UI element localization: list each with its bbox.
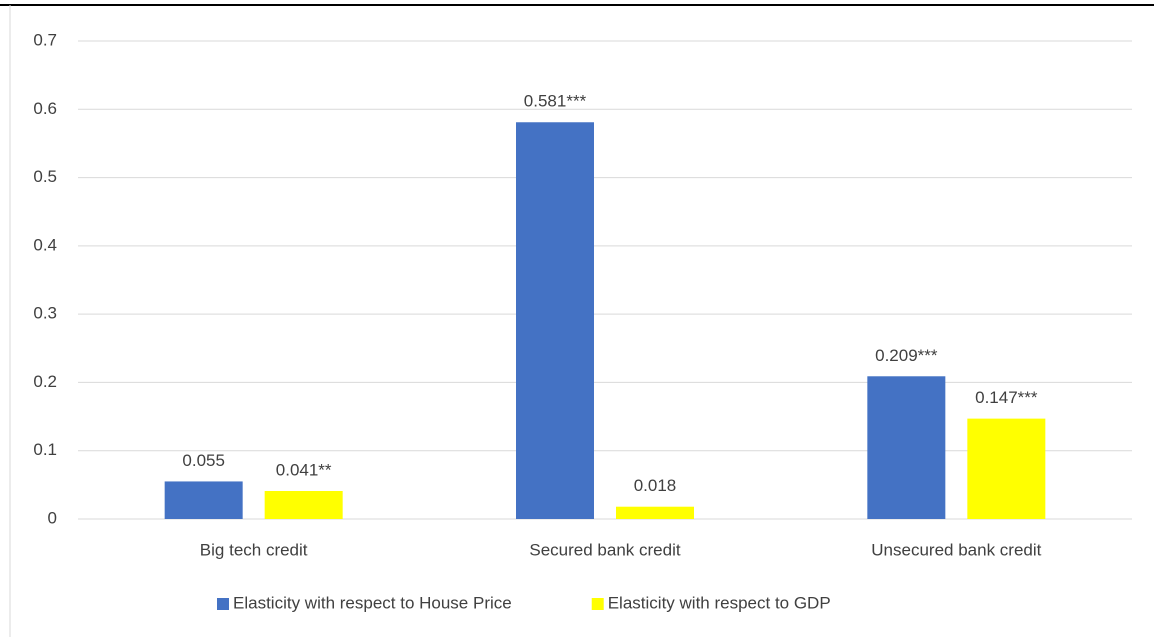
value-label: 0.041** — [276, 460, 332, 479]
y-tick-label: 0.6 — [33, 99, 57, 118]
value-label: 0.581*** — [524, 92, 587, 111]
legend-label: Elasticity with respect to House Price — [233, 593, 512, 612]
y-tick-label: 0.7 — [33, 30, 57, 49]
bar — [867, 376, 946, 519]
value-label: 0.018 — [634, 476, 677, 495]
y-tick-label: 0.3 — [33, 304, 57, 323]
y-tick-label: 0.4 — [33, 235, 57, 254]
value-label: 0.055 — [182, 451, 225, 470]
bar — [616, 506, 694, 519]
y-tick-label: 0.1 — [33, 440, 57, 459]
value-label: 0.209*** — [875, 346, 938, 365]
x-tick-label: Unsecured bank credit — [871, 540, 1041, 559]
legend-swatch — [591, 598, 604, 610]
x-tick-label: Big tech credit — [200, 540, 308, 559]
bar — [967, 418, 1046, 519]
legend-swatch — [217, 598, 229, 610]
bar — [264, 491, 343, 519]
legend-label: Elasticity with respect to GDP — [608, 593, 831, 612]
bar — [164, 481, 243, 519]
value-label: 0.147*** — [975, 388, 1038, 407]
x-tick-label: Secured bank credit — [529, 540, 680, 559]
y-tick-label: 0 — [48, 508, 57, 527]
y-tick-label: 0.2 — [33, 372, 57, 391]
y-tick-label: 0.5 — [33, 167, 57, 186]
bar — [516, 122, 594, 519]
